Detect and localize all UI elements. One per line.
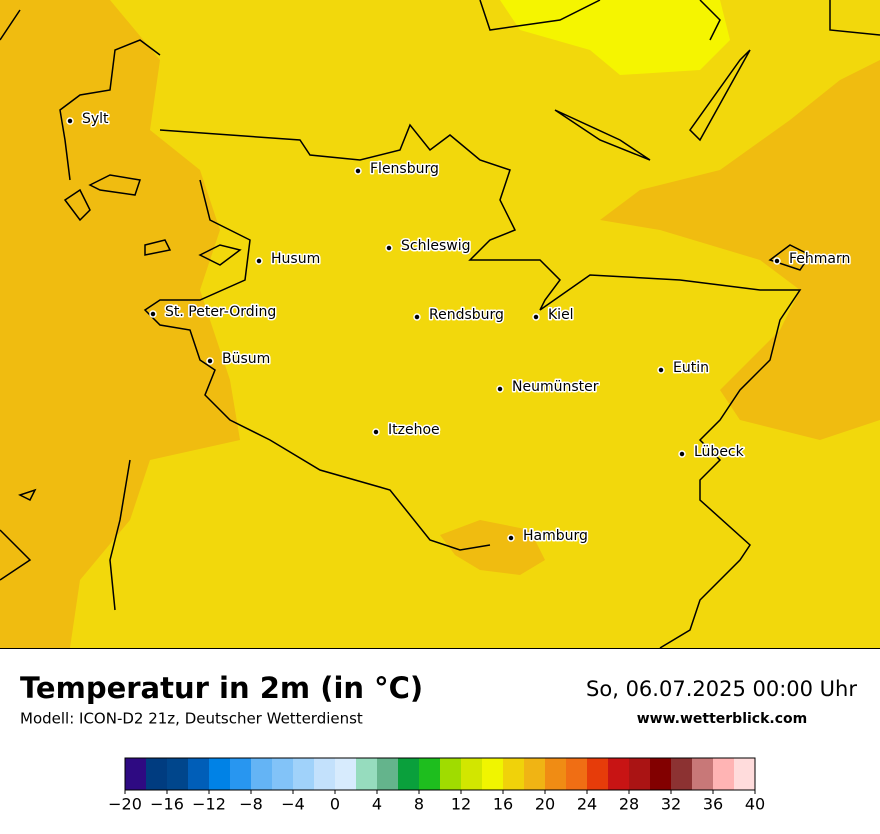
colorbar-segment <box>146 758 167 790</box>
colorbar-segment <box>482 758 503 790</box>
city-dot <box>66 117 74 125</box>
city-dot <box>507 534 515 542</box>
city-dot <box>532 313 540 321</box>
colorbar-segment <box>314 758 335 790</box>
colorbar-tick-label: 8 <box>414 795 424 814</box>
sea-area <box>0 0 240 648</box>
colorbar-tick-label: 28 <box>619 795 639 814</box>
city-label: Eutin <box>673 360 709 376</box>
colorbar-segment <box>167 758 188 790</box>
colorbar-tick-label: 12 <box>451 795 471 814</box>
colorbar-segment <box>440 758 461 790</box>
subtitle: Modell: ICON-D2 21z, Deutscher Wetterdie… <box>20 710 363 728</box>
colorbar-segment <box>293 758 314 790</box>
colorbar-tick-label: 24 <box>577 795 597 814</box>
colorbar-segment <box>419 758 440 790</box>
city-dot <box>372 428 380 436</box>
colorbar-segment <box>209 758 230 790</box>
city-dot <box>496 385 504 393</box>
baltic-area <box>600 60 880 440</box>
colorbar-segment <box>251 758 272 790</box>
colorbar-segment <box>503 758 524 790</box>
city-dot <box>385 244 393 252</box>
colorbar-segment <box>188 758 209 790</box>
city-dot <box>678 450 686 458</box>
coastline <box>109 179 491 611</box>
hamburg-area <box>440 520 545 575</box>
colorbar-segment <box>734 758 755 790</box>
city-dot <box>657 366 665 374</box>
colorbar-segment <box>671 758 692 790</box>
coastline <box>59 39 802 649</box>
colorbar-segment <box>335 758 356 790</box>
colorbar-segment <box>692 758 713 790</box>
colorbar-tick-label: 32 <box>661 795 681 814</box>
website: www.wetterblick.com <box>637 711 808 727</box>
colorbar-segment <box>545 758 566 790</box>
city-label: Schleswig <box>401 238 470 254</box>
city-dot <box>773 257 781 265</box>
city-label: Lübeck <box>694 444 745 460</box>
city-label: Büsum <box>222 351 270 367</box>
city-label: Kiel <box>548 307 574 323</box>
colorbar-segment <box>713 758 734 790</box>
colorbar-segment <box>650 758 671 790</box>
city-label: Flensburg <box>370 161 439 177</box>
colorbar-tick-label: 0 <box>330 795 340 814</box>
colorbar-segment <box>461 758 482 790</box>
city-label: Rendsburg <box>429 307 504 323</box>
colorbar-segment <box>272 758 293 790</box>
city-dot <box>206 357 214 365</box>
city-label: Itzehoe <box>388 422 440 438</box>
colorbar-segment <box>125 758 146 790</box>
city-label: Hamburg <box>523 528 588 544</box>
colorbar-segment <box>398 758 419 790</box>
colorbar-segment <box>524 758 545 790</box>
colorbar-segment <box>587 758 608 790</box>
colorbar-segment <box>230 758 251 790</box>
colorbar-tick-label: −4 <box>281 795 305 814</box>
city-dot <box>255 257 263 265</box>
coastline <box>0 0 880 581</box>
city-label: Neumünster <box>512 379 599 395</box>
colorbar-tick-label: −12 <box>192 795 226 814</box>
colorbar-tick-label: −20 <box>108 795 142 814</box>
colorbar-tick-label: −16 <box>150 795 184 814</box>
city-dot <box>413 313 421 321</box>
colorbar-tick-label: 20 <box>535 795 555 814</box>
colorbar-segment <box>566 758 587 790</box>
colorbar-tick-label: −8 <box>239 795 263 814</box>
city-dot <box>149 310 157 318</box>
city-dot <box>354 167 362 175</box>
colorbar-segment <box>629 758 650 790</box>
colorbar-tick-label: 4 <box>372 795 382 814</box>
colorbar-segment <box>608 758 629 790</box>
colorbar-segment <box>377 758 398 790</box>
date: So, 06.07.2025 00:00 Uhr <box>586 677 857 701</box>
colorbar-tick-label: 16 <box>493 795 513 814</box>
warm-patch <box>500 0 730 75</box>
city-label: Sylt <box>82 111 109 127</box>
island <box>18 174 812 502</box>
city-label: Fehmarn <box>789 251 850 267</box>
title: Temperatur in 2m (in °C) <box>20 671 423 705</box>
colorbar-tick-label: 40 <box>745 795 765 814</box>
colorbar-tick-label: 36 <box>703 795 723 814</box>
sea-area <box>0 500 120 610</box>
city-label: St. Peter-Ording <box>165 304 276 320</box>
colorbar-frame <box>124 757 756 791</box>
city-label: Husum <box>271 251 320 267</box>
colorbar-segment <box>356 758 377 790</box>
